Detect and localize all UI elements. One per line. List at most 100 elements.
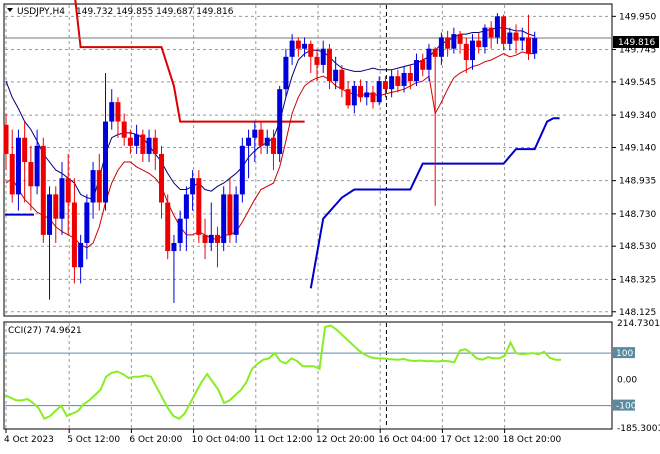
candle-body	[283, 56, 289, 90]
price-panel-frame	[3, 3, 613, 317]
candle-body	[127, 137, 133, 146]
candle-body	[351, 85, 357, 106]
candle-body	[9, 153, 15, 195]
candle-body	[382, 81, 388, 90]
time-tick-label: 4 Oct 2023	[4, 435, 54, 445]
cci-tick-label: -185.3001	[617, 424, 660, 434]
candle-body	[78, 242, 84, 268]
candle-body	[258, 129, 264, 146]
candle-body	[208, 234, 214, 243]
price-tick-label: 148.125	[619, 308, 656, 318]
candle-body	[159, 153, 164, 203]
candle-body	[221, 194, 227, 243]
price-tick-label: 149.545	[619, 78, 656, 88]
candle-body	[28, 162, 34, 187]
candle-body	[320, 48, 326, 65]
time-tick-label: 6 Oct 20:00	[129, 435, 182, 445]
red-step-line	[74, 0, 305, 123]
candle-body	[121, 121, 127, 138]
candle-body	[90, 170, 96, 203]
time-axis: 4 Oct 2023 5 Oct 12:00 6 Oct 20:00 10 Oct 0…	[4, 429, 562, 445]
candle-body	[115, 102, 121, 122]
candle-body	[202, 234, 208, 243]
cci-level-tag	[613, 347, 635, 359]
candle-body	[326, 48, 332, 82]
candle-body	[420, 60, 426, 70]
candle-body	[470, 40, 475, 61]
price-tick-label: 149.950	[619, 12, 656, 22]
candle-body	[463, 43, 469, 61]
candle-body	[507, 32, 513, 44]
candle-body	[432, 48, 438, 57]
cci-line	[4, 324, 561, 421]
time-tick-label: 5 Oct 12:00	[67, 435, 120, 445]
candle-body	[171, 242, 177, 252]
candle-body	[196, 178, 202, 235]
candle-body	[3, 124, 9, 154]
blue-step-line	[309, 117, 560, 289]
candle-body	[295, 40, 301, 49]
candle-body	[358, 85, 364, 98]
time-tick-label: 18 Oct 20:00	[503, 435, 562, 445]
candle-body	[239, 145, 245, 195]
candle-body	[339, 69, 345, 90]
candle-body	[482, 27, 488, 48]
cci-tick-label: 214.7301	[617, 319, 660, 329]
candle-body	[501, 16, 507, 44]
candle-body	[152, 137, 158, 154]
candle-body	[96, 170, 102, 203]
candle-body	[308, 43, 314, 57]
candle-body	[457, 34, 463, 44]
candle-body	[134, 134, 140, 146]
candle-body	[15, 137, 21, 195]
candle-body	[314, 56, 320, 65]
candle-body	[183, 194, 189, 219]
candle-body	[34, 145, 40, 187]
ohlc-label: 149.732 149.855 149.687 149.816	[76, 7, 234, 17]
candle-body	[264, 137, 270, 146]
candle-body	[407, 72, 413, 82]
candle-body	[252, 129, 258, 138]
candle-body	[47, 194, 53, 235]
candle-body	[389, 76, 395, 90]
candle-body	[302, 43, 308, 49]
candle-body	[146, 137, 152, 154]
candle-body	[451, 34, 457, 49]
price-tick-label: 149.745	[619, 46, 656, 56]
cci-axis: 214.7301 100 0.00 -100 -185.3001	[613, 319, 660, 434]
candle-body	[476, 40, 482, 48]
candle-body	[270, 137, 276, 154]
candle-body	[532, 38, 538, 54]
price-tick-label: 149.140	[619, 143, 656, 153]
lower-envelope-line	[5, 51, 535, 249]
time-tick-label: 10 Oct 04:00	[192, 435, 251, 445]
candle-body	[53, 194, 59, 219]
candle-body	[71, 202, 77, 268]
candle-body	[438, 37, 444, 57]
symbol-menu-icon[interactable]	[7, 8, 13, 12]
candle-body	[165, 202, 171, 252]
time-tick-label: 12 Oct 20:00	[316, 435, 375, 445]
candle-body	[103, 121, 109, 203]
price-tick-label: 149.340	[619, 111, 656, 121]
cci-tick-label: -100	[616, 402, 637, 412]
candle-body	[445, 37, 451, 49]
cci-level-tag	[613, 399, 635, 411]
time-tick-label: 16 Oct 04:00	[378, 435, 437, 445]
candle-body	[84, 202, 90, 243]
candle-body	[488, 27, 494, 38]
cci-series	[4, 324, 561, 421]
price-tick-label: 148.935	[619, 177, 656, 187]
time-tick-label: 17 Oct 12:00	[440, 435, 499, 445]
candle-body	[414, 60, 420, 82]
candle-body	[525, 37, 531, 54]
candle-body	[289, 40, 295, 57]
cci-tick-label: 100	[616, 349, 633, 359]
price-tick-label: 148.530	[619, 242, 656, 252]
price-tick-label: 148.730	[619, 210, 656, 220]
candle-body	[59, 178, 65, 219]
price-axis: 149.950 149.745 149.545 149.340 149.140 148.9…	[612, 12, 656, 318]
last-price-value: 149.816	[618, 38, 655, 48]
candle-body	[401, 72, 407, 86]
